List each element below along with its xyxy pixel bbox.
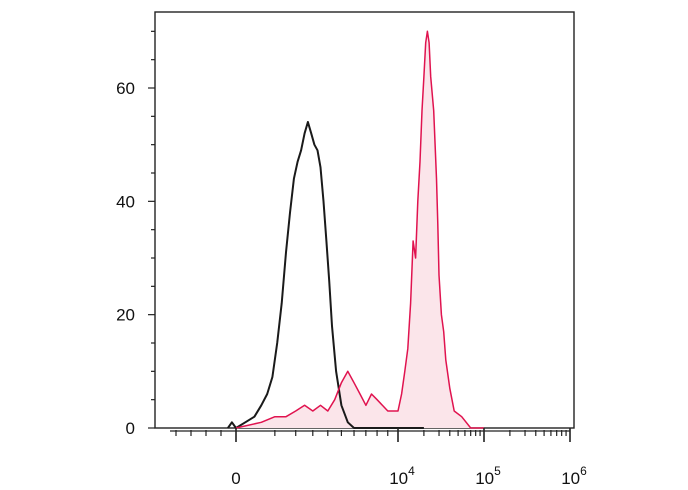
y-axis: 0 20 40 60 [116, 30, 155, 438]
xtick-label-1e6: 106 [561, 464, 587, 488]
series-red-fill [236, 31, 484, 429]
ytick-label-0: 0 [126, 419, 135, 438]
ytick-label-60: 60 [116, 79, 135, 98]
ytick-label-40: 40 [116, 192, 135, 211]
series-layer [227, 30, 484, 429]
x-axis: 0 104 105 106 [170, 428, 587, 488]
series-red-line [235, 30, 484, 429]
xtick-label-1e5: 105 [475, 464, 501, 488]
plot-border [154, 11, 575, 429]
plot-frame [154, 11, 575, 429]
xtick-label-zero: 0 [231, 469, 240, 488]
xtick-label-1e4: 104 [389, 464, 415, 488]
series-black-line [227, 121, 424, 429]
ytick-label-20: 20 [116, 306, 135, 325]
